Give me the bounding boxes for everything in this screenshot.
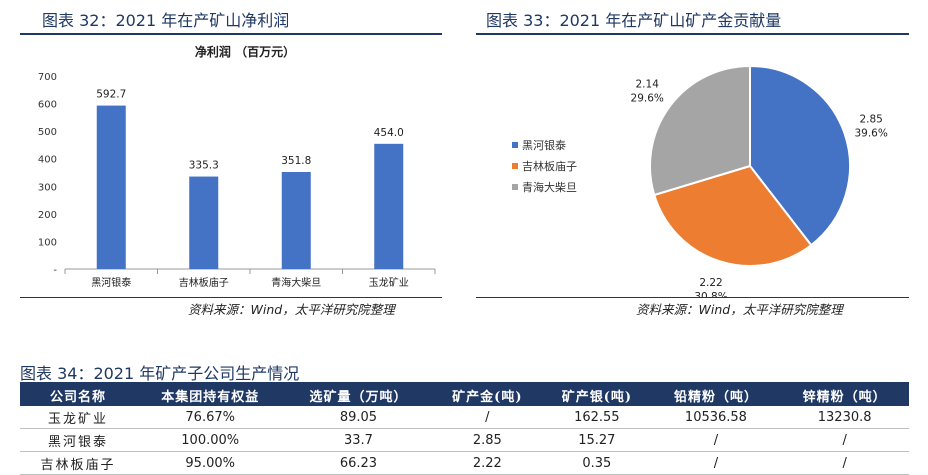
table-cell: 66.23 [284,451,433,475]
legend-label-qinghai: 青海大柴旦 [522,180,577,194]
pie-percent-label: 29.6% [631,93,664,105]
table-cell: 黑河银泰 [20,428,137,452]
bar [281,172,311,269]
y-tick-label: 300 [38,182,57,193]
table-cell: / [651,428,781,452]
figure33-source-rule [476,297,909,298]
net-profit-bar-chart: 净利润 （百万元） - 100 200 300 400 500 600 700 592.7 黑河银泰… [38,44,436,289]
table-row: 黑河银泰 100.00% 33.7 2.85 15.27 / / [20,428,909,452]
col-lead-concentrate: 铅精粉（吨） [651,384,781,406]
col-gold: 矿产金(吨) [432,384,543,406]
figure32-title: 图表 32：2021 年在产矿山净利润 [42,11,290,30]
col-zinc-concentrate: 锌精粉（吨） [780,384,909,406]
y-tick-label: 500 [38,127,57,138]
production-table: 公司名称 本集团持有权益 选矿量（万吨） 矿产金(吨) 矿产银(吨) 铅精粉（吨… [20,384,909,475]
bar [374,143,404,269]
figure33-title-rule [476,33,909,35]
table-cell: / [780,428,909,452]
x-tick-label: 玉龙矿业 [369,276,409,289]
x-tick-label: 吉林板庙子 [179,276,229,289]
pie-legend: 黑河银泰 吉林板庙子 青海大柴旦 [512,134,577,197]
figure32-title-rule [20,33,442,35]
bar-value-label: 454.0 [374,127,404,139]
pie-value-label: 2.22 [699,277,722,289]
table-row: 玉龙矿业 76.67% 89.05 / 162.55 10536.58 1323… [20,406,909,429]
table-cell: / [651,451,781,475]
legend-swatch-qinghai [512,183,518,190]
gold-contribution-pie-chart: 2.85 39.6% 2.22 30.8% 2.14 29.6% [631,64,888,298]
y-tick-label: - [53,265,57,276]
figure33-source: 资料来源：Wind，太平洋研究院整理 [636,302,843,317]
table-cell: 吉林板庙子 [20,451,137,475]
pie-percent-label: 39.6% [854,128,887,140]
table-cell: / [780,451,909,475]
table-cell: 15.27 [542,428,652,452]
pie-percent-label: 30.8% [694,291,727,298]
table-cell: 13230.8 [780,406,909,429]
y-tick-label: 400 [38,155,57,166]
bar-value-label: 335.3 [189,160,219,172]
table-cell: 162.55 [542,406,652,429]
x-tick-label: 青海大柴旦 [271,276,321,289]
table-cell: 玉龙矿业 [20,406,137,429]
legend-item-jilin: 吉林板庙子 [512,155,577,176]
y-tick-label: 700 [38,72,57,83]
legend-swatch-jilin [512,162,518,169]
x-tick-label: 黑河银泰 [91,276,131,289]
pie-slice [749,64,851,247]
table-cell: 89.05 [284,406,433,429]
bar-value-label: 592.7 [96,89,126,101]
figure34-title-rule [20,382,909,384]
figure33-title: 图表 33：2021 年在产矿山矿产金贡献量 [486,11,782,30]
figure32-source-rule [20,297,442,298]
table-cell: 95.00% [136,451,285,475]
table-header-row: 公司名称 本集团持有权益 选矿量（万吨） 矿产金(吨) 矿产银(吨) 铅精粉（吨… [20,384,909,406]
bar [189,176,219,269]
pie-slice [653,164,813,267]
col-company: 公司名称 [20,384,137,406]
y-tick-label: 100 [38,237,57,248]
figure34-title: 图表 34：2021 年矿产子公司生产情况 [20,364,300,383]
figure32-source: 资料来源：Wind，太平洋研究院整理 [188,302,395,317]
legend-item-heihe: 黑河银泰 [512,134,577,155]
table-cell: / [432,406,543,429]
legend-label-heihe: 黑河银泰 [522,138,566,152]
table-cell: 2.85 [432,428,543,452]
y-tick-label: 600 [38,100,57,111]
table-cell: 2.22 [432,451,543,475]
pie-slice [649,64,751,197]
col-ore-processed: 选矿量（万吨） [284,384,433,406]
legend-item-qinghai: 青海大柴旦 [512,176,577,197]
pie-value-label: 2.14 [636,79,660,91]
bar [96,105,126,270]
table-cell: 100.00% [136,428,285,452]
bar-value-label: 351.8 [281,155,311,167]
table-row: 吉林板庙子 95.00% 66.23 2.22 0.35 / / [20,451,909,475]
legend-swatch-heihe [512,141,518,148]
table-cell: 10536.58 [651,406,781,429]
chart-title: 净利润 （百万元） [195,44,295,59]
table-cell: 33.7 [284,428,433,452]
legend-label-jilin: 吉林板庙子 [522,159,577,173]
col-silver: 矿产银(吨) [542,384,652,406]
col-equity: 本集团持有权益 [136,384,285,406]
table-cell: 0.35 [542,451,652,475]
table-cell: 76.67% [136,406,285,429]
pie-value-label: 2.85 [859,114,882,126]
y-tick-label: 200 [38,210,57,221]
